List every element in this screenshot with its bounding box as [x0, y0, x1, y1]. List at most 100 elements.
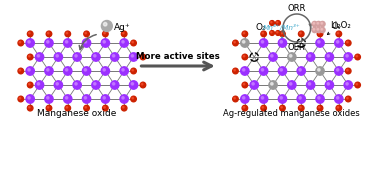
Circle shape	[307, 81, 315, 89]
Circle shape	[278, 39, 287, 47]
Circle shape	[355, 82, 360, 88]
Circle shape	[233, 96, 238, 102]
Circle shape	[250, 81, 259, 89]
Circle shape	[271, 22, 272, 23]
Circle shape	[37, 83, 40, 85]
Circle shape	[312, 27, 317, 33]
Circle shape	[344, 53, 352, 61]
Circle shape	[347, 97, 348, 99]
Circle shape	[276, 21, 280, 25]
Circle shape	[336, 105, 342, 111]
Circle shape	[346, 83, 348, 85]
Circle shape	[241, 67, 249, 75]
Circle shape	[234, 97, 235, 99]
Text: OER: OER	[288, 43, 306, 52]
Circle shape	[277, 32, 278, 33]
Circle shape	[37, 55, 40, 57]
Circle shape	[94, 55, 96, 57]
Circle shape	[318, 69, 320, 71]
Circle shape	[316, 21, 321, 27]
Circle shape	[308, 55, 311, 57]
Circle shape	[75, 83, 77, 85]
Text: Mn⁴⁺/Mn³⁺: Mn⁴⁺/Mn³⁺	[263, 24, 301, 31]
Circle shape	[45, 95, 53, 103]
Circle shape	[336, 69, 339, 71]
Circle shape	[316, 67, 324, 75]
Circle shape	[278, 95, 287, 103]
Circle shape	[318, 41, 320, 43]
Circle shape	[233, 40, 238, 46]
Circle shape	[121, 31, 127, 37]
Circle shape	[243, 69, 245, 71]
Circle shape	[54, 81, 62, 89]
Text: ORR: ORR	[288, 4, 306, 13]
Circle shape	[122, 41, 124, 43]
Circle shape	[345, 40, 351, 46]
Circle shape	[46, 41, 49, 43]
Circle shape	[82, 95, 91, 103]
Circle shape	[103, 69, 105, 71]
Circle shape	[344, 81, 352, 89]
Circle shape	[29, 55, 30, 57]
Circle shape	[261, 69, 263, 71]
Circle shape	[313, 23, 315, 24]
Circle shape	[297, 95, 305, 103]
Circle shape	[336, 41, 339, 43]
Circle shape	[288, 81, 296, 89]
Circle shape	[104, 32, 105, 34]
Circle shape	[243, 106, 245, 108]
Circle shape	[65, 31, 71, 37]
Circle shape	[288, 53, 296, 61]
Circle shape	[103, 97, 105, 99]
Circle shape	[140, 54, 146, 60]
Text: Ag-regulated manganese oxides: Ag-regulated manganese oxides	[223, 109, 360, 118]
Circle shape	[299, 97, 301, 99]
Circle shape	[47, 106, 49, 108]
Circle shape	[280, 69, 282, 71]
Circle shape	[281, 32, 282, 34]
Circle shape	[242, 40, 245, 43]
Circle shape	[299, 105, 304, 111]
Circle shape	[259, 39, 268, 47]
Circle shape	[102, 31, 108, 37]
Circle shape	[299, 31, 304, 37]
Circle shape	[56, 55, 58, 57]
Circle shape	[84, 97, 87, 99]
Circle shape	[26, 67, 34, 75]
Circle shape	[243, 55, 245, 57]
Circle shape	[18, 96, 23, 102]
Circle shape	[337, 32, 339, 34]
Circle shape	[270, 21, 274, 25]
Circle shape	[82, 39, 91, 47]
Circle shape	[18, 68, 23, 74]
Circle shape	[46, 105, 52, 111]
Circle shape	[47, 32, 49, 34]
Circle shape	[64, 67, 72, 75]
Circle shape	[233, 68, 238, 74]
Circle shape	[84, 69, 87, 71]
Circle shape	[312, 21, 317, 27]
Circle shape	[262, 32, 263, 34]
Circle shape	[94, 83, 96, 85]
Circle shape	[355, 54, 360, 60]
Circle shape	[140, 82, 146, 88]
Circle shape	[318, 32, 320, 34]
Circle shape	[84, 41, 87, 43]
Circle shape	[299, 69, 301, 71]
Circle shape	[64, 95, 72, 103]
Circle shape	[252, 83, 254, 85]
Circle shape	[65, 41, 68, 43]
Circle shape	[262, 106, 263, 108]
Circle shape	[297, 67, 305, 75]
Circle shape	[316, 39, 324, 47]
Circle shape	[259, 67, 268, 75]
Circle shape	[45, 67, 53, 75]
Circle shape	[131, 55, 133, 57]
Circle shape	[84, 31, 89, 37]
Circle shape	[65, 69, 68, 71]
Circle shape	[346, 55, 348, 57]
Circle shape	[317, 31, 323, 37]
Circle shape	[337, 106, 339, 108]
Circle shape	[85, 106, 87, 108]
Circle shape	[102, 105, 108, 111]
